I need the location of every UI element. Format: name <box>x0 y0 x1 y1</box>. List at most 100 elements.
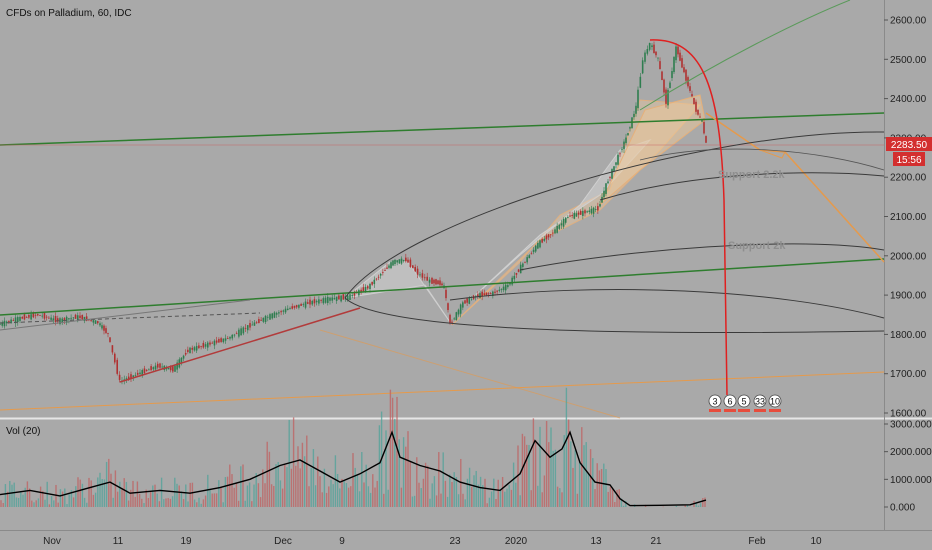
support-2k-label[interactable]: Support 2k <box>728 240 786 252</box>
volume-bar <box>251 501 253 507</box>
volume-bar <box>193 499 196 507</box>
red-trendline <box>119 307 361 383</box>
volume-bar <box>33 502 35 507</box>
volume-bar <box>198 497 200 507</box>
candle-body <box>32 313 35 318</box>
candle-body <box>607 181 609 184</box>
volume-bar <box>607 491 609 507</box>
volume-bar <box>363 482 365 507</box>
volume-bar <box>526 444 528 507</box>
volume-bar <box>101 479 103 507</box>
volume-bar <box>39 486 42 507</box>
candle-body <box>641 60 644 74</box>
candle-body <box>617 154 619 165</box>
ellipse-lower-arc <box>344 297 885 334</box>
candle-body <box>663 79 665 93</box>
volume-bar <box>31 500 33 507</box>
candle-body <box>10 319 12 324</box>
volume-bar <box>171 496 174 507</box>
candle-body <box>111 345 114 353</box>
candle-body <box>489 293 492 295</box>
candle-body <box>318 299 320 304</box>
volume-bar <box>35 500 37 507</box>
volume-bar <box>523 436 526 507</box>
volume-bar <box>213 493 216 507</box>
volume-bar <box>495 499 497 507</box>
volume-bar <box>486 503 488 507</box>
candle-body <box>353 291 356 296</box>
volume-bar <box>169 498 172 507</box>
candle-body <box>251 324 254 326</box>
volume-bar <box>314 485 317 507</box>
volume-bar <box>372 474 374 507</box>
volume-bar <box>446 496 449 507</box>
volume-bar <box>37 498 40 507</box>
volume-bar <box>268 451 271 507</box>
candle-body <box>564 217 567 223</box>
candle-body <box>528 255 531 259</box>
volume-bar <box>389 389 392 507</box>
volume-bar <box>273 485 275 507</box>
volume-bar <box>152 485 154 507</box>
candle-body <box>594 209 597 210</box>
volume-bar <box>116 491 119 507</box>
volume-bar <box>378 425 381 507</box>
volume-bar <box>341 478 343 507</box>
candle-body <box>249 323 251 328</box>
arc-top-gray <box>639 148 885 171</box>
volume-bar <box>543 475 546 507</box>
candle-body <box>246 325 249 331</box>
volume-bar <box>497 479 499 507</box>
candle-body <box>156 363 159 368</box>
volume-bar <box>196 502 198 507</box>
candle-body <box>39 315 41 316</box>
candle-body <box>220 338 222 342</box>
candle-body <box>21 317 24 319</box>
orange-line-bottom <box>0 371 885 411</box>
volume-bar <box>328 486 330 507</box>
volume-bar <box>422 478 425 507</box>
candle-body <box>324 297 327 303</box>
candle-body <box>275 312 278 315</box>
candle-body <box>174 365 176 372</box>
volume-bar <box>26 481 29 507</box>
candle-body <box>526 257 528 263</box>
candle-body <box>298 304 300 308</box>
volume-bar <box>248 482 251 507</box>
volume-bar <box>90 480 92 507</box>
volume-bar <box>226 476 229 507</box>
volume-bar <box>99 472 101 507</box>
volume-bar <box>319 476 321 507</box>
volume-bar <box>484 478 486 507</box>
volume-bar <box>323 468 326 507</box>
volume-bar <box>611 488 614 507</box>
volume-bar <box>303 456 306 507</box>
support-22k-label[interactable]: Support 2.2k <box>718 169 786 181</box>
volume-bar <box>537 485 539 507</box>
time-tick-label: 9 <box>339 536 345 547</box>
candle-body <box>195 346 198 351</box>
candle-body <box>306 302 309 304</box>
candle-body <box>496 290 498 292</box>
candle-body <box>552 232 554 234</box>
volume-legend[interactable]: Vol (20) <box>6 426 41 437</box>
candle-body <box>148 369 150 371</box>
volume-bar <box>11 484 13 507</box>
candle-body <box>532 249 535 253</box>
candle-body <box>141 370 144 376</box>
candle-body <box>539 240 541 248</box>
candle-body <box>282 310 285 312</box>
candle-body <box>184 352 187 355</box>
countdown-badge <box>893 152 925 166</box>
price-tick-label: 1900.00 <box>890 291 927 302</box>
candle-body <box>693 97 695 105</box>
volume-bar <box>625 501 627 507</box>
volume-bar <box>178 485 180 507</box>
volume-bar <box>589 449 592 507</box>
event-flag <box>724 409 736 412</box>
candle-body <box>449 314 451 323</box>
symbol-legend[interactable]: CFDs on Palladium, 60, IDC <box>6 8 132 19</box>
candle-body <box>679 52 681 61</box>
event-flag <box>754 409 766 412</box>
